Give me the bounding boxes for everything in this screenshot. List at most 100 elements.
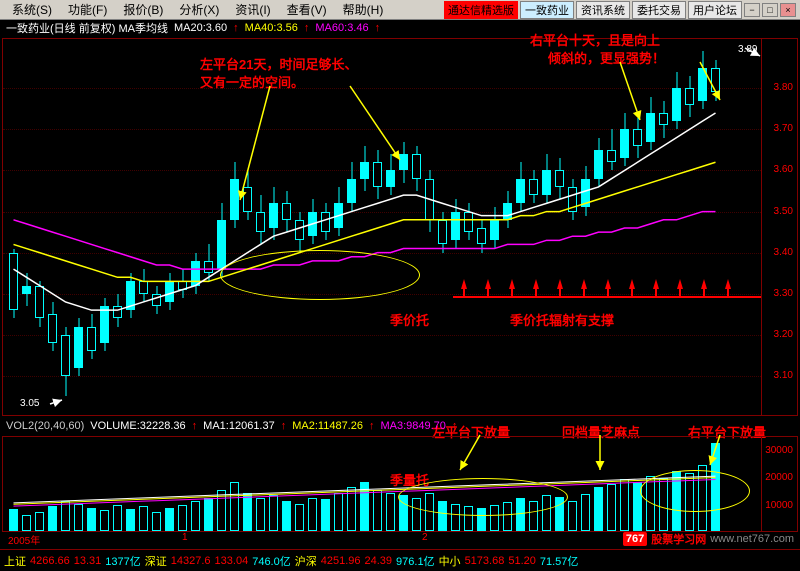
candle bbox=[74, 39, 83, 417]
tab-trade[interactable]: 委托交易 bbox=[632, 1, 686, 19]
volume-bar bbox=[139, 506, 148, 531]
candle bbox=[503, 39, 512, 417]
tab-info-system[interactable]: 资讯系统 bbox=[576, 1, 630, 19]
candle bbox=[256, 39, 265, 417]
candle bbox=[35, 39, 44, 417]
candle bbox=[542, 39, 551, 417]
candle bbox=[48, 39, 57, 417]
candle bbox=[451, 39, 460, 417]
volume-bar bbox=[152, 512, 161, 531]
app-title: 通达信精选版 bbox=[444, 1, 518, 19]
candle bbox=[334, 39, 343, 417]
support-arrow-icon bbox=[701, 279, 707, 289]
annotation-text: 右平台十天，且是向上 bbox=[530, 30, 660, 49]
volume-axis: 100002000030000 bbox=[762, 436, 798, 532]
candle bbox=[529, 39, 538, 417]
support-arrow-icon bbox=[629, 279, 635, 289]
status-item: 深证 bbox=[145, 553, 167, 569]
price-chart[interactable] bbox=[2, 38, 762, 416]
volume-bar bbox=[581, 494, 590, 531]
volume-bar bbox=[308, 498, 317, 531]
volume-bar bbox=[35, 512, 44, 531]
volume-tick: 10000 bbox=[765, 500, 793, 511]
support-arrow-icon bbox=[653, 279, 659, 289]
menu-system[interactable]: 系统(S) bbox=[4, 1, 60, 18]
minimize-icon[interactable]: − bbox=[744, 3, 760, 17]
candle bbox=[711, 39, 720, 417]
up-arrow-icon: ↑ bbox=[375, 22, 381, 34]
watermark-url: www.net767.com bbox=[710, 533, 794, 545]
volume-bar bbox=[113, 505, 122, 531]
price-tick: 3.40 bbox=[774, 247, 793, 258]
up-arrow-icon: ↑ bbox=[192, 420, 198, 432]
menu-analyze[interactable]: 分析(X) bbox=[171, 1, 227, 18]
price-tick: 3.60 bbox=[774, 164, 793, 175]
volume-bar bbox=[607, 484, 616, 531]
volume-bar bbox=[620, 479, 629, 531]
status-item: 71.57亿 bbox=[540, 553, 579, 569]
status-item: 133.04 bbox=[215, 555, 249, 567]
candle bbox=[490, 39, 499, 417]
month-tick: 2 bbox=[422, 532, 428, 543]
volume-bar bbox=[217, 490, 226, 531]
support-arrow-icon bbox=[461, 279, 467, 289]
volume-bar bbox=[100, 510, 109, 531]
volume-bar bbox=[165, 508, 174, 531]
candle bbox=[165, 39, 174, 417]
candle bbox=[87, 39, 96, 417]
menu-help[interactable]: 帮助(H) bbox=[335, 1, 392, 18]
support-arrow-icon bbox=[485, 279, 491, 289]
annotation-text: 左平台21天，时间足够长、 bbox=[200, 54, 357, 73]
annotation-text: 季价托辐射有支撑 bbox=[510, 310, 614, 329]
volume-bar bbox=[256, 498, 265, 531]
price-tick: 3.70 bbox=[774, 123, 793, 134]
volume-bar bbox=[243, 493, 252, 531]
ma40-label: MA40:3.56 bbox=[245, 22, 298, 34]
candle bbox=[464, 39, 473, 417]
price-tick: 3.50 bbox=[774, 206, 793, 217]
status-item: 中小 bbox=[439, 553, 461, 569]
candle bbox=[9, 39, 18, 417]
status-item: 1377亿 bbox=[105, 553, 140, 569]
volume-bar bbox=[334, 493, 343, 531]
volume-bar bbox=[282, 501, 291, 531]
support-arrow-icon bbox=[533, 279, 539, 289]
ma20-label: MA20:3.60 bbox=[174, 22, 227, 34]
price-tick: 3.30 bbox=[774, 288, 793, 299]
annotation-text: 季价托 bbox=[390, 310, 429, 329]
candle bbox=[100, 39, 109, 417]
candle bbox=[477, 39, 486, 417]
candle bbox=[555, 39, 564, 417]
status-item: 4251.96 bbox=[321, 555, 361, 567]
support-arrow-icon bbox=[509, 279, 515, 289]
volume-bar bbox=[191, 501, 200, 531]
menu-view[interactable]: 查看(V) bbox=[279, 1, 335, 18]
candle bbox=[620, 39, 629, 417]
candle bbox=[672, 39, 681, 417]
status-item: 976.1亿 bbox=[396, 553, 435, 569]
volume-bar bbox=[594, 487, 603, 531]
menu-info[interactable]: 资讯(I) bbox=[227, 1, 278, 18]
status-item: 24.39 bbox=[365, 555, 393, 567]
support-arrow-icon bbox=[581, 279, 587, 289]
maximize-icon[interactable]: □ bbox=[762, 3, 778, 17]
annotation-text: 又有一定的空间。 bbox=[200, 72, 304, 91]
tab-forum[interactable]: 用户论坛 bbox=[688, 1, 742, 19]
candle bbox=[282, 39, 291, 417]
menu-function[interactable]: 功能(F) bbox=[60, 1, 115, 18]
highlight-ellipse bbox=[398, 478, 568, 516]
vol-indicator: VOL2(20,40,60) bbox=[6, 420, 84, 432]
candle bbox=[191, 39, 200, 417]
last-price-label: 3.89 bbox=[738, 44, 757, 55]
candle bbox=[633, 39, 642, 417]
volume-bar bbox=[347, 487, 356, 531]
candle bbox=[607, 39, 616, 417]
menu-quote[interactable]: 报价(B) bbox=[115, 1, 171, 18]
candle bbox=[243, 39, 252, 417]
close-icon[interactable]: × bbox=[780, 3, 796, 17]
stock-tab[interactable]: 一致药业 bbox=[520, 1, 574, 19]
vol-value: VOLUME:32228.36 bbox=[90, 420, 185, 432]
month-tick: 1 bbox=[182, 532, 188, 543]
support-arrow-icon bbox=[557, 279, 563, 289]
year-label: 2005年 bbox=[8, 532, 40, 547]
